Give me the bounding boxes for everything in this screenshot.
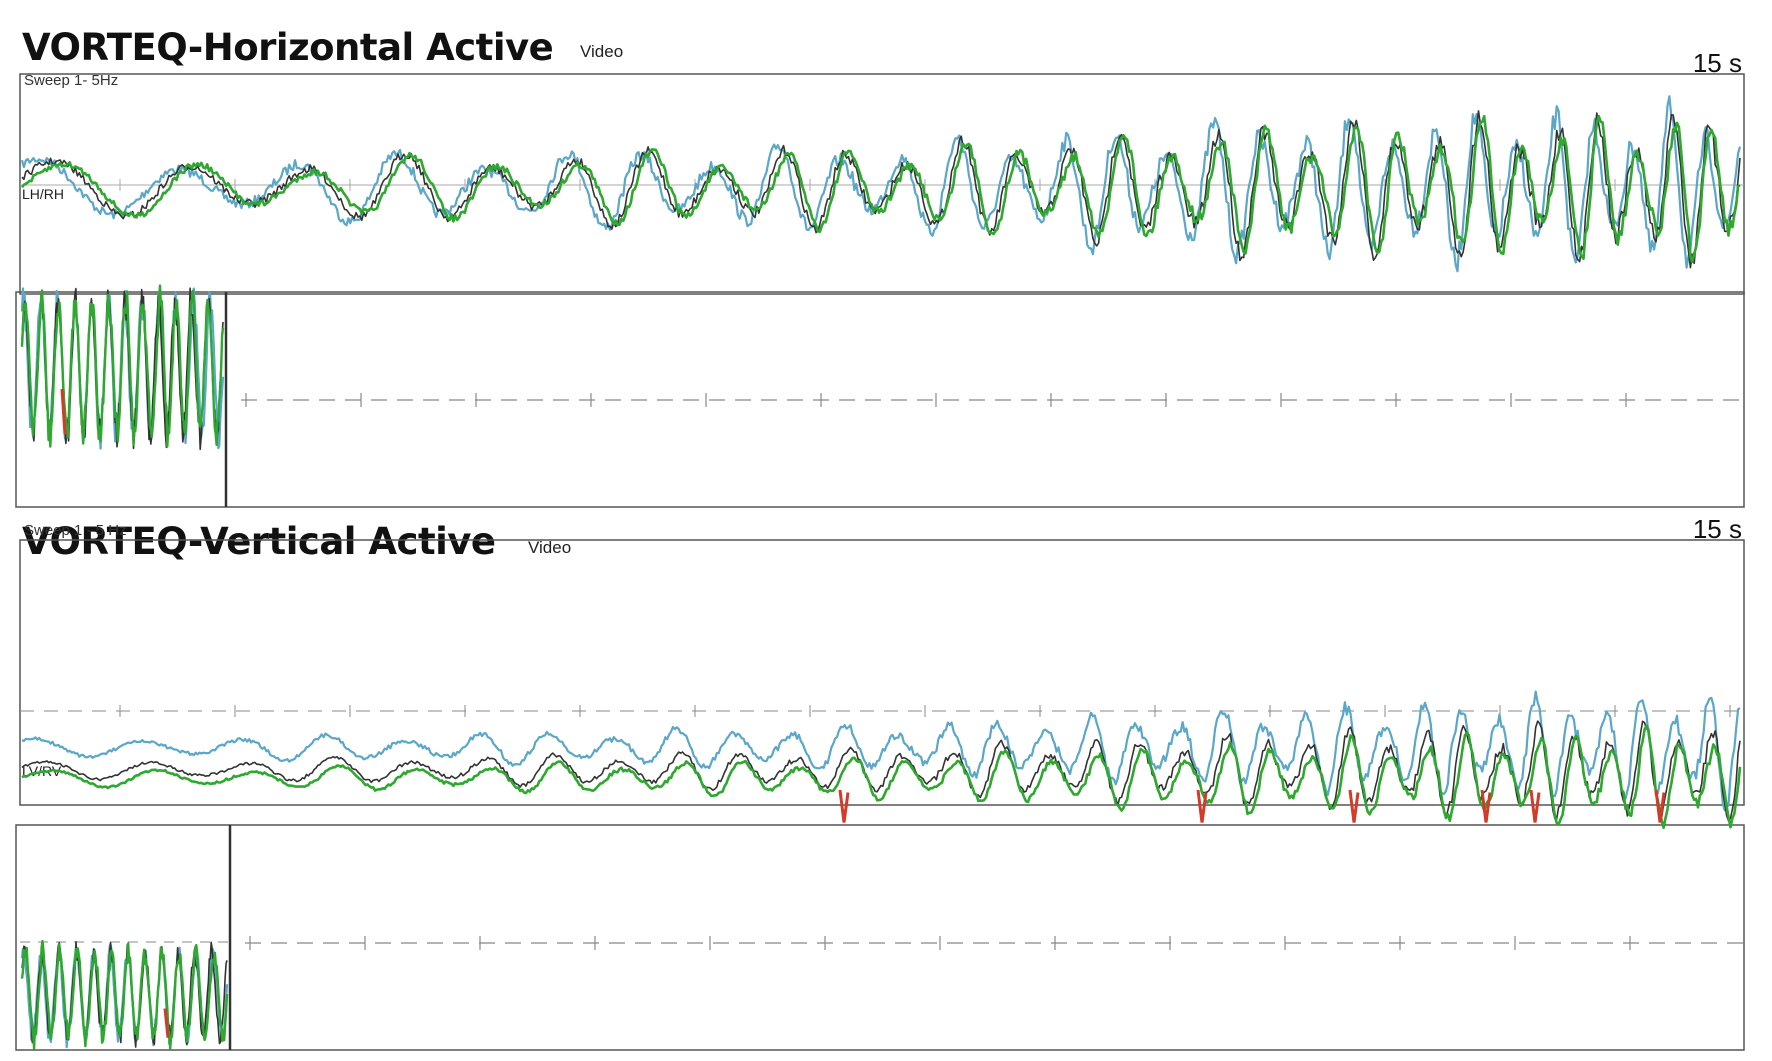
artifact-marker <box>1480 789 1492 823</box>
artifact-marker <box>838 789 850 823</box>
vertical-chart: LV/RV <box>15 539 1745 1051</box>
trace-series <box>21 720 1741 822</box>
artifact-marker <box>1654 789 1666 823</box>
burst-trace <box>20 939 229 1050</box>
upper-plot-frame <box>19 539 1745 806</box>
upper-plot-frame <box>19 73 1745 295</box>
sweep-label: Sweep 1 - 5 Hz <box>24 522 127 539</box>
channel-label: LH/RH <box>22 186 64 202</box>
duration-label: 15 s <box>1692 48 1742 78</box>
panel-title: VORTEQ-Horizontal Active <box>22 26 554 69</box>
artifact-marker <box>1529 789 1541 823</box>
source-label: Video <box>528 538 572 557</box>
trace-series <box>20 114 1741 264</box>
source-label: Video <box>580 42 624 61</box>
sweep-label: Sweep 1- 5Hz <box>24 72 119 89</box>
lower-plot-frame <box>15 291 1745 508</box>
vertical-panel: VORTEQ-Vertical Active Video 15 s Sweep … <box>0 514 1772 1061</box>
trace-series <box>21 724 1742 830</box>
trace-series <box>20 95 1742 273</box>
trace-series <box>21 110 1741 269</box>
burst-trace <box>20 284 225 448</box>
horizontal-chart: LH/RH <box>15 73 1745 508</box>
artifact-marker <box>1196 789 1208 823</box>
artifact-marker <box>1348 789 1360 823</box>
lower-plot-frame <box>15 824 1745 1051</box>
artifact-marker <box>163 1008 170 1038</box>
panel-title: VORTEQ-Vertical Active <box>22 520 496 563</box>
trace-series <box>21 690 1741 812</box>
artifact-marker <box>60 388 67 435</box>
duration-label: 15 s <box>1692 514 1742 544</box>
